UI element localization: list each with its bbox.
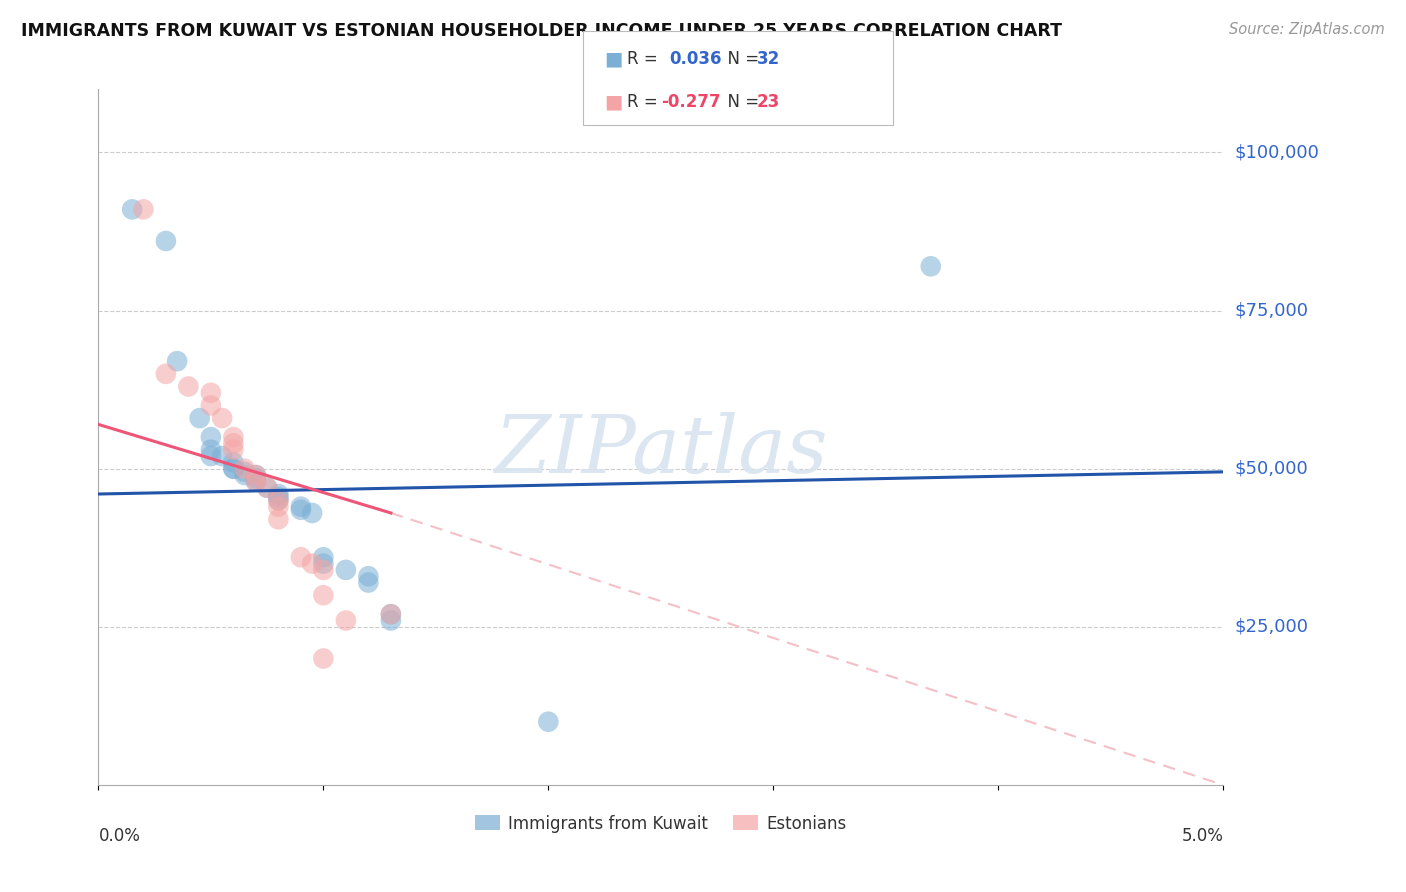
Point [335,614,357,628]
Text: 0.036: 0.036 [669,51,721,69]
Point [177,379,200,393]
Text: $75,000: $75,000 [1234,301,1309,319]
Text: Source: ZipAtlas.com: Source: ZipAtlas.com [1229,22,1385,37]
Point [301,557,323,571]
Point [200,385,222,400]
Point [245,475,267,489]
Point [233,461,256,475]
Point [233,468,256,483]
Point [267,493,290,508]
Text: 5.0%: 5.0% [1181,827,1223,845]
Point [312,651,335,665]
Point [222,461,245,475]
Point [200,449,222,463]
Legend: Immigrants from Kuwait, Estonians: Immigrants from Kuwait, Estonians [468,808,853,839]
Point [380,607,402,622]
Point [256,481,278,495]
Point [211,449,233,463]
Point [290,550,312,565]
Point [312,557,335,571]
Point [132,202,155,217]
Point [211,411,233,425]
Text: IMMIGRANTS FROM KUWAIT VS ESTONIAN HOUSEHOLDER INCOME UNDER 25 YEARS CORRELATION: IMMIGRANTS FROM KUWAIT VS ESTONIAN HOUSE… [21,22,1062,40]
Point [200,442,222,457]
Point [267,490,290,504]
Point [357,569,380,583]
Text: ■: ■ [605,50,623,69]
Text: $25,000: $25,000 [1234,618,1309,636]
Point [290,503,312,517]
Text: N =: N = [717,51,765,69]
Point [222,461,245,475]
Point [245,468,267,483]
Text: R =: R = [627,51,668,69]
Point [267,493,290,508]
Text: -0.277: -0.277 [661,93,720,111]
Text: $100,000: $100,000 [1234,144,1319,161]
Point [920,260,942,274]
Point [222,430,245,444]
Point [312,563,335,577]
Point [335,563,357,577]
Text: N =: N = [717,93,765,111]
Point [155,234,177,248]
Point [267,512,290,526]
Point [312,550,335,565]
Point [233,465,256,479]
Point [290,500,312,514]
Point [166,354,188,368]
Point [267,500,290,514]
Point [301,506,323,520]
Point [200,430,222,444]
Point [245,471,267,485]
Point [380,607,402,622]
Point [200,399,222,413]
Text: 32: 32 [756,51,780,69]
Point [267,487,290,501]
Text: R =: R = [627,93,664,111]
Point [380,614,402,628]
Text: ■: ■ [605,92,623,112]
Point [256,481,278,495]
Point [121,202,143,217]
Point [245,475,267,489]
Text: 0.0%: 0.0% [98,827,141,845]
Point [222,442,245,457]
Text: ZIPatlas: ZIPatlas [494,412,828,490]
Point [188,411,211,425]
Point [537,714,560,729]
Text: 23: 23 [756,93,780,111]
Point [245,468,267,483]
Point [357,575,380,590]
Point [222,436,245,450]
Point [312,588,335,602]
Point [155,367,177,381]
Text: $50,000: $50,000 [1234,459,1308,478]
Point [222,455,245,469]
